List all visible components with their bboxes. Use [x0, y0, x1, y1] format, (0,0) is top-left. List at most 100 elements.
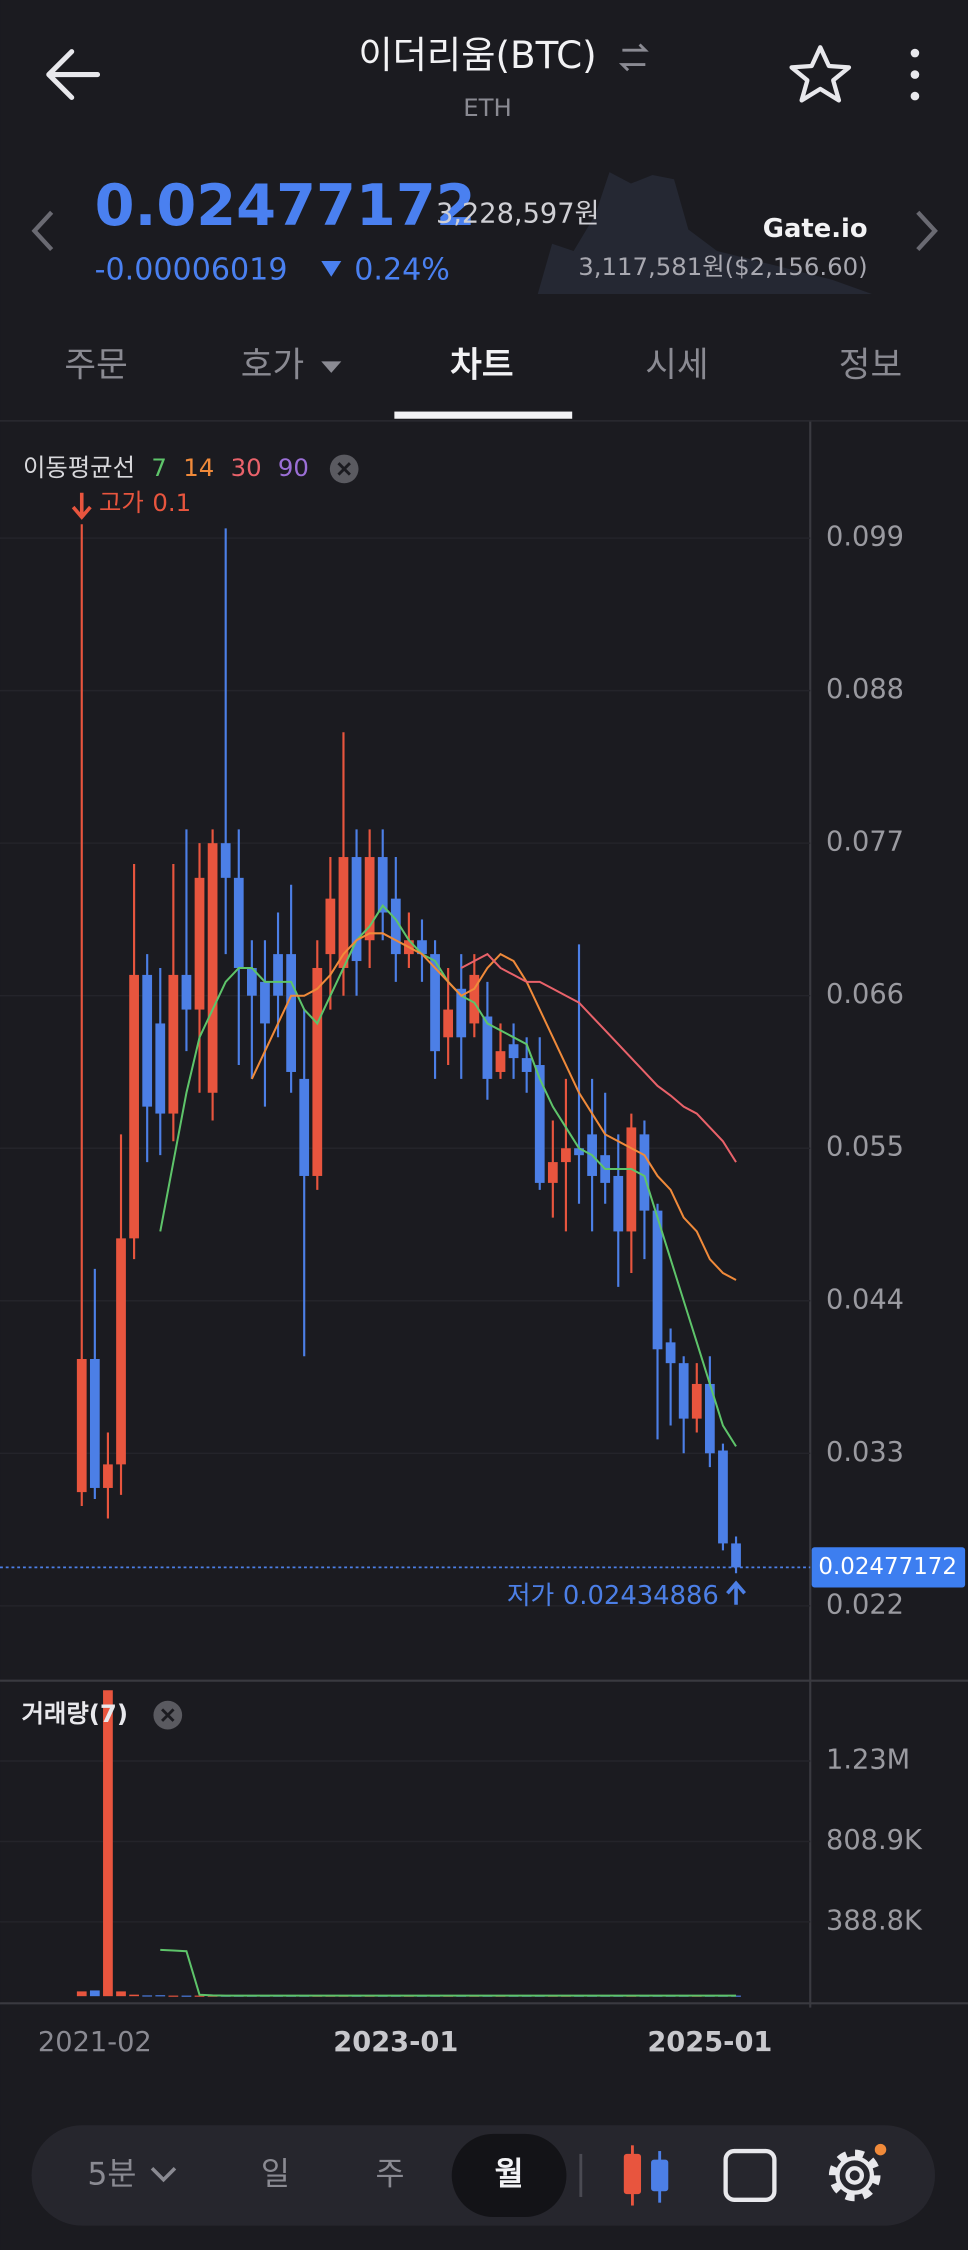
candle-body — [574, 1148, 584, 1156]
low-arrow — [726, 1580, 746, 1605]
prev-button[interactable] — [31, 210, 54, 251]
candle-body — [233, 877, 244, 968]
subtitle: ETH — [463, 93, 512, 122]
candle-body — [364, 857, 375, 941]
candle-body — [718, 1450, 728, 1544]
x-tick-label: 2025-01 — [647, 2027, 772, 2058]
fullscreen-button[interactable] — [723, 2148, 777, 2202]
tab[interactable]: 시세 — [645, 346, 708, 386]
low-label: 저가 0.02434886 — [507, 1581, 719, 1611]
volume-bar — [155, 1995, 166, 1997]
candle-body — [443, 1009, 454, 1038]
close-legend[interactable] — [329, 454, 359, 484]
price: 0.02477172 — [95, 172, 476, 239]
x-tick-label: 2021-02 — [38, 2027, 152, 2058]
candle-body — [286, 954, 296, 1072]
candle-body — [639, 1134, 650, 1211]
y-tick-label: 808.9K — [826, 1825, 923, 1856]
volume-bar — [116, 1991, 126, 1997]
tab[interactable]: 호가 — [241, 346, 304, 386]
candle-body — [207, 843, 218, 1093]
y-tick-label: 0.066 — [826, 979, 904, 1010]
candle-body — [626, 1127, 637, 1232]
next-button[interactable] — [916, 210, 938, 251]
y-tick-label: 0.022 — [826, 1589, 904, 1620]
y-tick-label: 388.8K — [826, 1905, 923, 1936]
candle-body — [731, 1543, 741, 1568]
close-volume[interactable] — [153, 1700, 183, 1730]
candle-body — [116, 1238, 126, 1465]
interval-button[interactable]: 일 — [261, 2156, 290, 2192]
menu-button[interactable] — [910, 48, 920, 101]
low-label-value: 0.02434886 — [563, 1581, 719, 1611]
dropdown-icon — [321, 361, 342, 373]
legend-entry: 7 — [151, 453, 167, 482]
y-tick-label: 0.077 — [826, 827, 904, 858]
volume-bar — [103, 1690, 113, 1997]
candle-body — [521, 1058, 532, 1072]
legend: 이동평균선 7 14 30 90 — [23, 453, 309, 482]
back-button[interactable] — [46, 49, 101, 101]
high-arrow — [71, 492, 92, 520]
candle-body — [103, 1464, 113, 1488]
legend-entry: 30 — [231, 453, 262, 482]
candle-body — [456, 988, 467, 1038]
candle-body — [76, 1358, 87, 1493]
volume-title: 거래량(7) — [22, 1699, 128, 1728]
exchange-price: 3,117,581원($2,156.60) — [578, 252, 867, 281]
volume-ma-line — [160, 1948, 737, 1997]
high-label-text: 고가 — [99, 488, 144, 517]
interval-button-selected[interactable]: 월 — [495, 2156, 524, 2192]
settings-button[interactable] — [828, 2143, 887, 2202]
volume-bar — [142, 1995, 153, 1997]
candle-body — [273, 954, 283, 996]
tab-indicator — [394, 411, 573, 419]
candle-body — [547, 1162, 558, 1183]
interval-button[interactable]: 5분 — [87, 2156, 136, 2192]
volume-bar — [194, 1995, 205, 1997]
change-percent: 0.24% — [354, 253, 450, 288]
candle-body — [482, 1016, 493, 1079]
legend-entry: 14 — [183, 453, 214, 482]
high-label: 고가 0.1 — [99, 488, 191, 517]
candle-body — [665, 1342, 676, 1364]
dropdown-icon — [150, 2166, 177, 2183]
selected-interval-bg — [451, 2133, 567, 2218]
candle-body — [508, 1044, 519, 1059]
candle-body — [194, 877, 205, 1010]
current-price-label: 0.02477172 — [818, 1554, 957, 1580]
y-tick-label: 1.23M — [826, 1744, 910, 1775]
candle-body — [181, 974, 192, 1010]
tab-selected[interactable]: 차트 — [450, 346, 513, 386]
volume-bar — [181, 1995, 192, 1997]
exchange-name: Gate.io — [763, 214, 868, 244]
swap-icon[interactable] — [618, 43, 649, 72]
favorite-button[interactable] — [789, 45, 852, 103]
candle-body — [704, 1383, 715, 1454]
candle-body — [142, 974, 153, 1107]
down-triangle — [321, 260, 342, 277]
chart-type-button[interactable] — [623, 2145, 669, 2206]
candle-body — [260, 981, 270, 1024]
legend-entry: 90 — [278, 453, 309, 482]
volume-bar — [129, 1994, 139, 1997]
candle-body — [299, 1078, 310, 1176]
candle-body — [246, 967, 257, 996]
candle-body — [325, 898, 336, 955]
candle-body — [430, 954, 440, 1052]
x-tick-label: 2023-01 — [333, 2027, 458, 2058]
volume-bar — [76, 1991, 87, 1997]
chart: 0.022 0.033 0.044 0.055 0.066 0.077 0.088 0.099… — [0, 488, 966, 2058]
candle-body — [220, 843, 231, 878]
interval-button[interactable]: 주 — [376, 2156, 405, 2192]
tab[interactable]: 정보 — [839, 346, 902, 386]
y-tick-label: 0.099 — [826, 522, 904, 553]
volume-bar — [89, 1990, 100, 1997]
candle-body — [469, 974, 480, 1024]
tab[interactable]: 주문 — [64, 346, 127, 386]
candle-body — [534, 1065, 545, 1183]
y-tick-label: 0.055 — [826, 1132, 904, 1163]
low-label-text: 저가 — [507, 1581, 554, 1611]
